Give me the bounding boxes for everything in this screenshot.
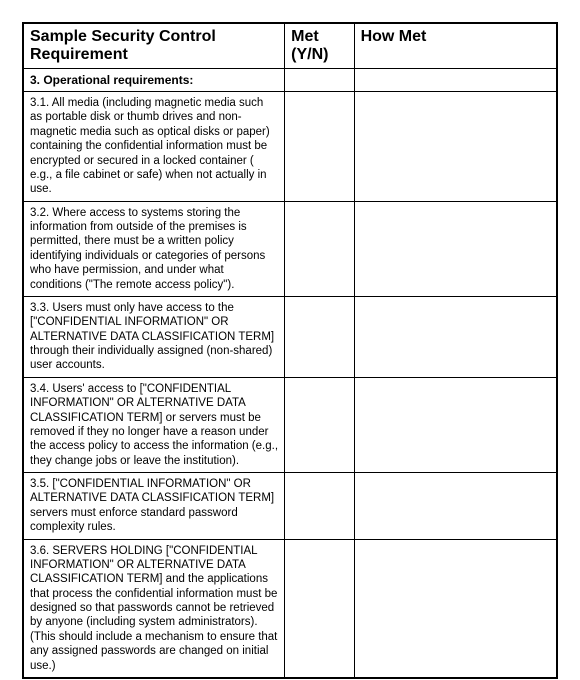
- how-met-cell: [354, 296, 557, 377]
- how-met-cell: [354, 539, 557, 678]
- how-met-cell: [354, 92, 557, 202]
- met-cell: [285, 296, 354, 377]
- header-row: Sample Security Control Requirement Met …: [23, 23, 557, 69]
- met-cell: [285, 92, 354, 202]
- met-cell: [285, 377, 354, 472]
- met-cell: [285, 473, 354, 540]
- table-row: 3.5. ["CONFIDENTIAL INFORMATION" OR ALTE…: [23, 473, 557, 540]
- section-row: 3. Operational requirements:: [23, 69, 557, 92]
- table-row: 3.2. Where access to systems storing the…: [23, 201, 557, 296]
- header-how-met: How Met: [354, 23, 557, 69]
- section-how-cell: [354, 69, 557, 92]
- section-met-cell: [285, 69, 354, 92]
- requirement-cell: 3.5. ["CONFIDENTIAL INFORMATION" OR ALTE…: [23, 473, 285, 540]
- table-body: 3. Operational requirements: 3.1. All me…: [23, 69, 557, 678]
- table-row: 3.6. SERVERS HOLDING ["CONFIDENTIAL INFO…: [23, 539, 557, 678]
- requirement-cell: 3.4. Users' access to ["CONFIDENTIAL INF…: [23, 377, 285, 472]
- met-cell: [285, 201, 354, 296]
- table-row: 3.3. Users must only have access to the …: [23, 296, 557, 377]
- how-met-cell: [354, 377, 557, 472]
- header-met: Met (Y/N): [285, 23, 354, 69]
- how-met-cell: [354, 473, 557, 540]
- table-row: 3.4. Users' access to ["CONFIDENTIAL INF…: [23, 377, 557, 472]
- met-cell: [285, 539, 354, 678]
- how-met-cell: [354, 201, 557, 296]
- section-header-cell: 3. Operational requirements:: [23, 69, 285, 92]
- requirement-cell: 3.1. All media (including magnetic media…: [23, 92, 285, 202]
- requirement-cell: 3.2. Where access to systems storing the…: [23, 201, 285, 296]
- table-row: 3.1. All media (including magnetic media…: [23, 92, 557, 202]
- header-requirement: Sample Security Control Requirement: [23, 23, 285, 69]
- security-control-table: Sample Security Control Requirement Met …: [22, 22, 558, 679]
- requirement-cell: 3.6. SERVERS HOLDING ["CONFIDENTIAL INFO…: [23, 539, 285, 678]
- requirement-cell: 3.3. Users must only have access to the …: [23, 296, 285, 377]
